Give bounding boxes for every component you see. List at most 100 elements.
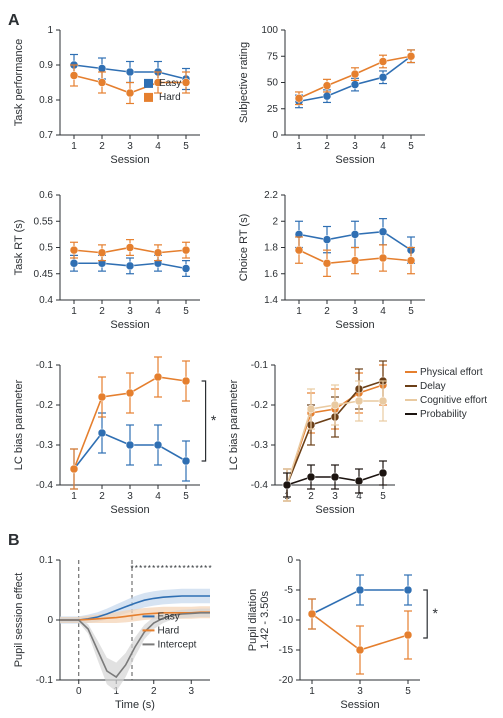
- legend-label: Cognitive effort: [420, 395, 487, 406]
- svg-text:4: 4: [380, 306, 386, 317]
- svg-text:0: 0: [272, 130, 278, 141]
- svg-text:*: *: [432, 605, 438, 621]
- svg-text:-15: -15: [279, 645, 294, 656]
- legend-label: Probability: [420, 409, 467, 420]
- svg-text:*: *: [135, 564, 138, 573]
- svg-text:*: *: [148, 564, 151, 573]
- svg-text:*: *: [161, 564, 164, 573]
- svg-text:2: 2: [324, 141, 330, 152]
- x-axis-label: Session: [340, 699, 379, 711]
- panel-lc_bias_eh: -0.4-0.3-0.2-0.112345LC bias parameterSe…: [13, 357, 217, 516]
- panel-task_perf: 0.70.80.9112345Task performanceSessionEa…: [13, 25, 200, 166]
- svg-text:3: 3: [127, 141, 133, 152]
- svg-text:0.6: 0.6: [39, 190, 53, 201]
- y-axis-label: Subjective rating: [238, 42, 250, 123]
- svg-text:3: 3: [188, 686, 194, 697]
- svg-text:2: 2: [308, 491, 314, 502]
- svg-text:2: 2: [151, 686, 157, 697]
- svg-text:2: 2: [324, 306, 330, 317]
- svg-text:4: 4: [155, 141, 161, 152]
- svg-text:-10: -10: [279, 615, 294, 626]
- svg-text:*: *: [156, 564, 159, 573]
- svg-text:5: 5: [183, 306, 189, 317]
- svg-text:-0.3: -0.3: [251, 440, 269, 451]
- svg-text:5: 5: [408, 141, 414, 152]
- svg-text:2: 2: [99, 491, 105, 502]
- legend-label: Hard: [159, 92, 181, 103]
- svg-text:*: *: [130, 564, 133, 573]
- svg-text:1: 1: [71, 491, 77, 502]
- svg-text:2: 2: [272, 216, 278, 227]
- svg-text:3: 3: [357, 686, 363, 697]
- svg-text:*: *: [152, 564, 155, 573]
- svg-text:5: 5: [408, 306, 414, 317]
- legend-label: Delay: [420, 381, 446, 392]
- svg-text:-0.4: -0.4: [36, 480, 54, 491]
- legend-label: Intercept: [158, 639, 197, 650]
- y-axis-label: Pupil session effect: [13, 573, 25, 668]
- svg-text:1: 1: [309, 686, 315, 697]
- svg-text:-0.1: -0.1: [36, 675, 54, 686]
- panel-pupil_time: -0.100.10123Pupil session effectTime (s)…: [13, 555, 212, 711]
- legend-label: Easy: [158, 611, 180, 622]
- svg-text:1: 1: [71, 306, 77, 317]
- svg-text:4: 4: [155, 491, 161, 502]
- legend-label: Hard: [158, 625, 180, 636]
- x-axis-label: Session: [315, 504, 354, 516]
- x-axis-label: Session: [110, 154, 149, 166]
- svg-text:2: 2: [99, 141, 105, 152]
- svg-text:-0.4: -0.4: [251, 480, 269, 491]
- legend-label: Easy: [159, 78, 181, 89]
- x-axis-label: Session: [110, 319, 149, 331]
- figure-svg: 0.70.80.9112345Task performanceSessionEa…: [0, 0, 503, 718]
- y-axis-label: Pupil dilation: [247, 589, 259, 651]
- svg-text:*: *: [182, 564, 185, 573]
- x-axis-label: Time (s): [115, 699, 155, 711]
- svg-text:*: *: [208, 564, 211, 573]
- x-axis-label: Session: [335, 154, 374, 166]
- svg-text:1.6: 1.6: [264, 269, 278, 280]
- svg-text:0.5: 0.5: [39, 243, 53, 254]
- y-axis-label: Task performance: [13, 39, 25, 126]
- svg-text:*: *: [187, 564, 190, 573]
- svg-text:5: 5: [380, 491, 386, 502]
- y-axis-label: LC bias parameter: [13, 379, 25, 470]
- svg-text:3: 3: [127, 306, 133, 317]
- svg-text:0.1: 0.1: [39, 555, 53, 566]
- svg-text:0.7: 0.7: [39, 130, 53, 141]
- svg-text:1.8: 1.8: [264, 243, 278, 254]
- svg-text:-0.2: -0.2: [251, 400, 269, 411]
- x-axis-label: Session: [335, 319, 374, 331]
- svg-text:0: 0: [287, 555, 293, 566]
- svg-text:*: *: [178, 564, 181, 573]
- svg-text:4: 4: [155, 306, 161, 317]
- svg-text:*: *: [165, 564, 168, 573]
- panel-lc_bias_cond: -0.4-0.3-0.2-0.112345LC bias parameterSe…: [228, 360, 487, 516]
- svg-text:1: 1: [296, 306, 302, 317]
- svg-text:*: *: [191, 564, 194, 573]
- y-axis-label: Choice RT (s): [238, 214, 250, 281]
- svg-text:-20: -20: [279, 675, 294, 686]
- svg-text:4: 4: [380, 141, 386, 152]
- y-axis-label: Task RT (s): [13, 220, 25, 276]
- legend-label: Physical effort: [420, 367, 483, 378]
- svg-text:25: 25: [267, 104, 279, 115]
- svg-text:*: *: [195, 564, 198, 573]
- svg-text:*: *: [139, 564, 142, 573]
- svg-text:3: 3: [332, 491, 338, 502]
- panel-task_rt: 0.40.450.50.550.612345Task RT (s)Session: [13, 190, 200, 331]
- svg-text:0.4: 0.4: [39, 295, 53, 306]
- svg-text:0.8: 0.8: [39, 95, 53, 106]
- svg-text:-5: -5: [284, 585, 293, 596]
- svg-text:5: 5: [183, 141, 189, 152]
- svg-text:*: *: [200, 564, 203, 573]
- svg-text:5: 5: [405, 686, 411, 697]
- svg-text:1: 1: [47, 25, 53, 36]
- svg-text:*: *: [169, 564, 172, 573]
- y-axis-label: LC bias parameter: [228, 379, 240, 470]
- svg-text:*: *: [211, 412, 217, 428]
- svg-text:3: 3: [127, 491, 133, 502]
- panel-label-a: A: [8, 12, 20, 30]
- svg-text:75: 75: [267, 51, 279, 62]
- svg-text:-0.2: -0.2: [36, 400, 54, 411]
